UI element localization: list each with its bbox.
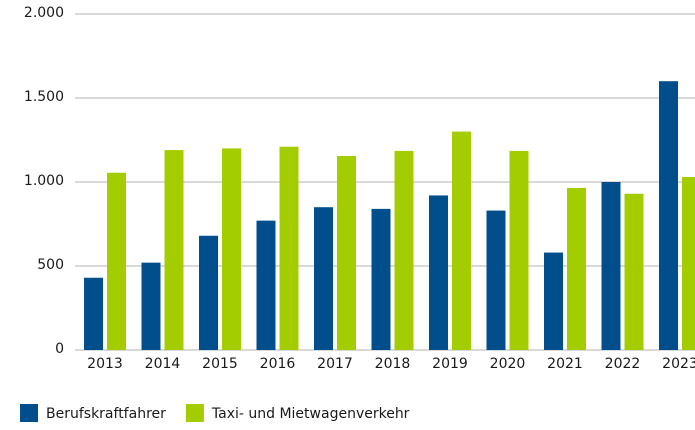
bar	[659, 81, 678, 350]
bar	[567, 187, 586, 350]
y-tick-label: 0	[55, 341, 64, 357]
x-tick-label: 2018	[375, 356, 411, 372]
bar	[141, 262, 161, 350]
legend-label: Taxi- und Mietwagenverkehr	[211, 406, 410, 422]
bar	[337, 155, 356, 350]
bar	[429, 195, 448, 350]
bar	[486, 210, 506, 350]
x-tick-label: 2023	[662, 356, 695, 372]
x-tick-label: 2014	[145, 356, 181, 372]
bar	[682, 176, 695, 350]
bar	[601, 182, 621, 350]
bar	[199, 235, 218, 350]
legend-swatch	[20, 404, 38, 422]
bar	[624, 193, 644, 350]
bar	[452, 131, 471, 350]
bar	[256, 220, 276, 350]
bar	[107, 172, 126, 350]
x-tick-label: 2013	[87, 356, 123, 372]
bar	[544, 252, 563, 350]
bar	[84, 277, 103, 350]
bar	[394, 150, 414, 350]
x-tick-label: 2019	[432, 356, 468, 372]
bar	[279, 146, 299, 350]
bar	[371, 208, 391, 350]
bar	[164, 150, 184, 350]
y-tick-label: 1.000	[24, 173, 64, 189]
x-tick-label: 2021	[547, 356, 583, 372]
x-tick-label: 2017	[317, 356, 353, 372]
x-tick-label: 2015	[202, 356, 238, 372]
x-tick-label: 2022	[605, 356, 641, 372]
legend-swatch	[185, 404, 204, 422]
x-tick-label: 2020	[490, 356, 526, 372]
y-tick-label: 1.500	[24, 89, 64, 105]
y-tick-label: 500	[37, 257, 64, 273]
bar	[509, 150, 529, 350]
y-tick-label: 2.000	[24, 5, 64, 21]
legend-label: Berufskraftfahrer	[46, 406, 166, 422]
x-tick-label: 2016	[260, 356, 296, 372]
bar	[222, 148, 241, 350]
bar	[314, 207, 333, 350]
